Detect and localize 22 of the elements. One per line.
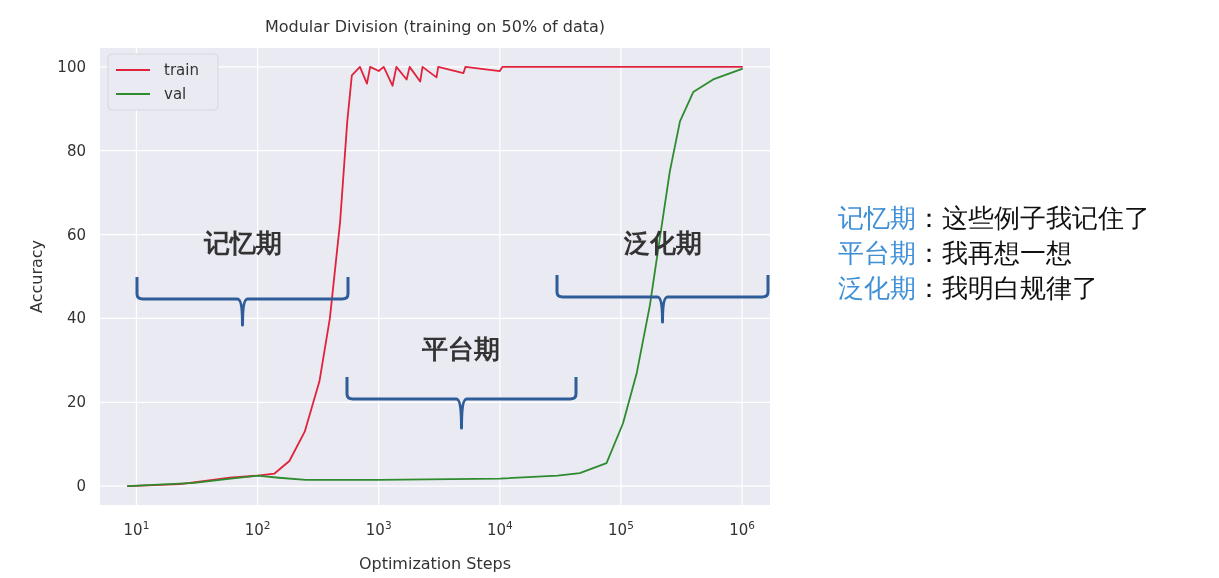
text: 平台期：我再想一想 <box>838 238 1072 268</box>
y-tick-label: 60 <box>66 225 86 244</box>
y-tick-label: 0 <box>76 477 86 496</box>
annotation: 记忆期 <box>203 228 282 258</box>
y-tick-label: 100 <box>57 57 86 76</box>
annotation: 平台期 <box>421 334 500 364</box>
y-axis-title: Accuracy <box>27 239 46 314</box>
x-tick-label: 10$^{6}$ <box>729 519 756 539</box>
x-tick-label: 10$^{4}$ <box>486 519 514 539</box>
x-axis-title: Optimization Steps <box>358 554 512 573</box>
legend-label: train <box>164 61 199 79</box>
y-tick-label: 80 <box>66 141 86 160</box>
chart-title: Modular Division (training on 50% of data) <box>264 17 606 36</box>
y-tick-label: 40 <box>66 309 86 328</box>
y-tick-label: 20 <box>66 393 86 412</box>
legend-label: val <box>164 85 187 103</box>
x-tick-label: 10$^{3}$ <box>365 519 392 539</box>
x-tick-label: 10$^{5}$ <box>608 519 634 539</box>
text: 记忆期：这些例子我记住了 <box>838 203 1150 233</box>
text: 泛化期：我明白规律了 <box>838 273 1098 303</box>
x-tick-label: 10$^{1}$ <box>123 519 150 539</box>
x-tick-label: 10$^{2}$ <box>244 519 271 539</box>
